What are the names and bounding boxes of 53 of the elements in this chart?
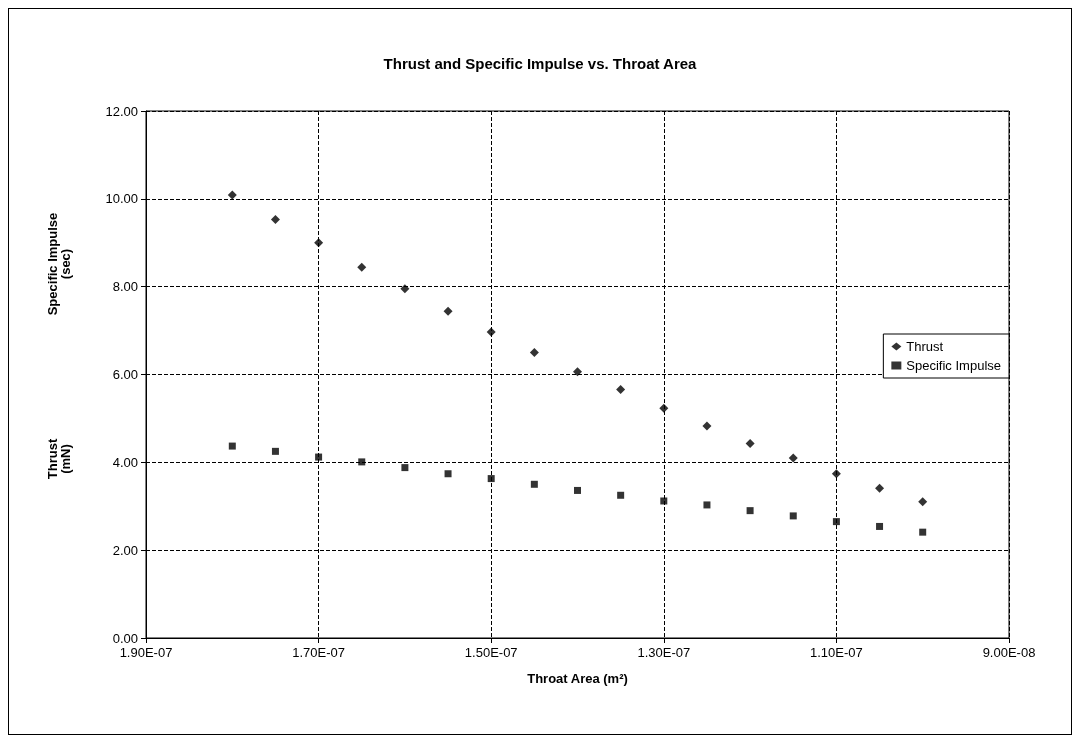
point — [357, 262, 367, 272]
y-tick-label: 0.00 — [112, 630, 138, 646]
point — [530, 480, 538, 488]
y-tick-label: 6.00 — [112, 367, 138, 382]
point — [401, 464, 409, 472]
x-tick-label: 1.30E-07 — [637, 645, 691, 660]
point — [271, 447, 279, 455]
point — [788, 453, 798, 463]
point — [832, 518, 840, 526]
point — [358, 458, 366, 466]
point — [831, 469, 841, 479]
point — [314, 238, 324, 248]
y-tick-label: 8.00 — [112, 279, 138, 295]
point — [529, 348, 539, 358]
point — [400, 284, 410, 294]
x-tick-label: 1.50E-07 — [464, 645, 518, 660]
point — [746, 507, 754, 515]
y-tick-label: 2.00 — [112, 542, 138, 558]
y-tick-label: 12.00 — [105, 103, 138, 119]
point — [875, 483, 885, 493]
point — [789, 512, 797, 520]
point — [444, 470, 452, 478]
point — [745, 438, 755, 448]
point — [443, 306, 453, 316]
x-tick-label: 1.70E-07 — [292, 645, 345, 660]
point — [573, 367, 582, 377]
legend-label: Thrust — [906, 339, 944, 354]
point — [616, 384, 626, 394]
point — [487, 475, 495, 483]
x-tick-label: 1.10E-07 — [810, 645, 863, 660]
point — [617, 491, 625, 499]
point — [270, 214, 280, 224]
y-axis-title: Specific Impulse (sec) — [45, 212, 73, 316]
x-tick-label: 1.90E-07 — [119, 645, 173, 660]
point — [227, 190, 237, 200]
chart-title: Thrust and Specific Impulse vs. Throat Area — [383, 55, 698, 72]
point — [228, 442, 236, 450]
point — [486, 327, 496, 337]
point — [660, 497, 668, 505]
point — [703, 501, 711, 509]
point — [574, 486, 581, 494]
point — [876, 522, 884, 530]
point — [918, 497, 928, 507]
x-axis-title: Throat Area (m²) — [527, 671, 628, 686]
text: Thrust (mN) — [45, 438, 73, 480]
legend-label: Specific Impulse — [906, 358, 1002, 373]
point — [919, 528, 927, 536]
point — [702, 421, 712, 431]
y-tick-label: 4.00 — [112, 454, 138, 470]
x-tick-label: 9.00E-08 — [982, 645, 1036, 660]
point — [659, 403, 669, 413]
y-tick-label: 10.00 — [105, 191, 138, 207]
point — [315, 453, 323, 461]
